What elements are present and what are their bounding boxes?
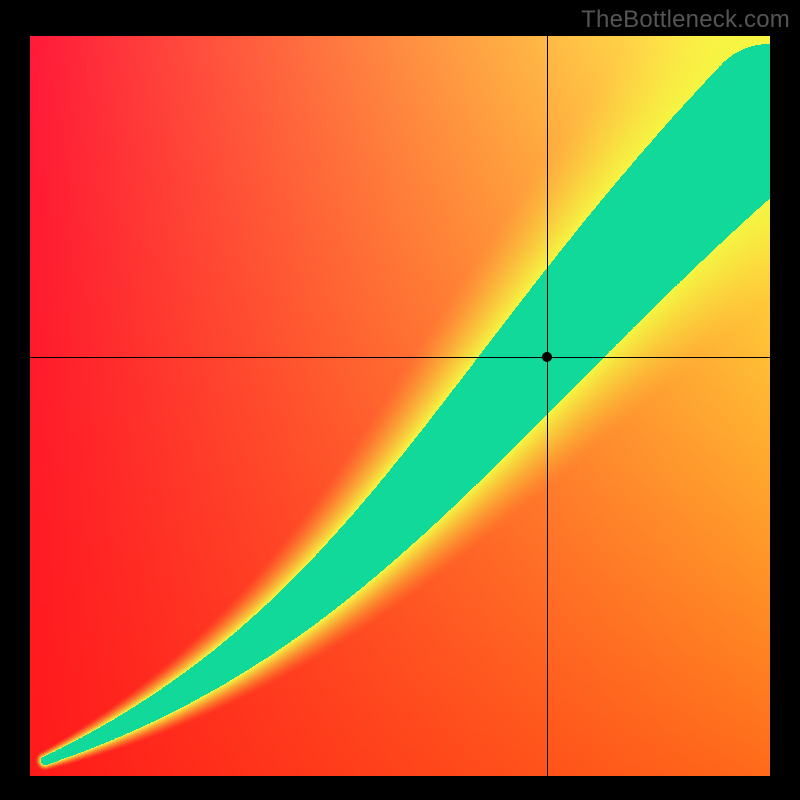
watermark-label: TheBottleneck.com <box>581 6 790 34</box>
chart-container: TheBottleneck.com <box>0 0 800 800</box>
plot-area <box>30 36 770 776</box>
heatmap-canvas <box>30 36 770 776</box>
